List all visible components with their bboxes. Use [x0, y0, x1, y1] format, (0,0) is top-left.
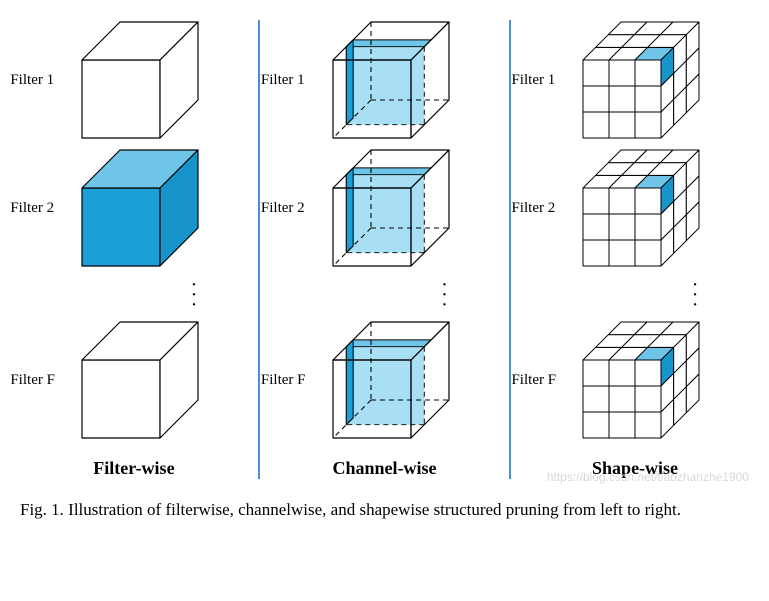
sw-cube-2 — [581, 320, 701, 440]
sw-vdots: ··· — [572, 280, 699, 310]
fw-label-2: Filter F — [10, 372, 70, 389]
sw-label-2: Filter F — [511, 372, 571, 389]
fw-row-0: Filter 1 — [10, 20, 257, 140]
sw-cube-0 — [581, 20, 701, 140]
cw-label-1: Filter 2 — [261, 200, 321, 217]
sw-label-1: Filter 2 — [511, 200, 571, 217]
cw-label-2: Filter F — [261, 372, 321, 389]
fw-cube-1 — [80, 148, 222, 268]
sw-label-0: Filter 1 — [511, 72, 571, 89]
sw-cube-1 — [581, 148, 701, 268]
fw-label-0: Filter 1 — [10, 72, 70, 89]
fw-cube-0 — [80, 20, 222, 140]
sw-row-2: Filter F — [511, 320, 758, 440]
fw-row-1: Filter 2 — [10, 148, 257, 268]
sw-row-1: Filter 2 — [511, 148, 758, 268]
fw-vdots: ··· — [71, 280, 198, 310]
cw-cube-1 — [331, 148, 451, 268]
figure-container: Filter 1 Filter 2 ··· Filter F Filter-wi… — [0, 0, 769, 530]
panels-row: Filter 1 Filter 2 ··· Filter F Filter-wi… — [0, 0, 769, 489]
cw-vdots: ··· — [321, 280, 448, 310]
fw-row-2: Filter F — [10, 320, 257, 440]
cw-label-0: Filter 1 — [261, 72, 321, 89]
sw-row-0: Filter 1 — [511, 20, 758, 140]
divider-1 — [258, 20, 260, 479]
cw-cube-2 — [331, 320, 451, 440]
panel-channelwise: Filter 1 Filter 2 ··· Filter F Channel-w… — [261, 20, 508, 479]
panel-shapewise: Filter 1 Filter 2 ··· Filter F Shape-wis… — [511, 20, 758, 479]
cw-title: Channel-wise — [332, 458, 436, 479]
cw-row-2: Filter F — [261, 320, 508, 440]
cw-row-0: Filter 1 — [261, 20, 508, 140]
cw-row-1: Filter 2 — [261, 148, 508, 268]
fw-label-1: Filter 2 — [10, 200, 70, 217]
divider-2 — [509, 20, 511, 479]
watermark: https://blog.csdn.net/tiaozhanzhe1900 — [547, 470, 749, 484]
fw-cube-2 — [80, 320, 222, 440]
cw-cube-0 — [331, 20, 451, 140]
panel-filterwise: Filter 1 Filter 2 ··· Filter F Filter-wi… — [10, 20, 257, 479]
fw-title: Filter-wise — [93, 458, 174, 479]
figure-caption: Fig. 1. Illustration of filterwise, chan… — [0, 489, 769, 530]
